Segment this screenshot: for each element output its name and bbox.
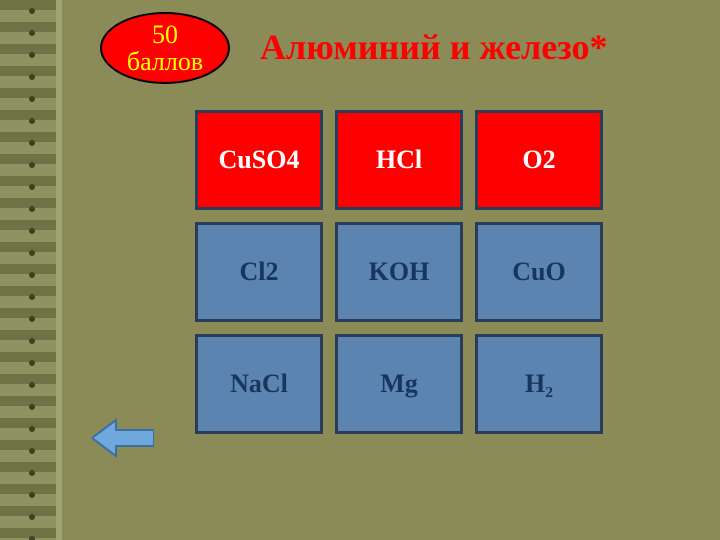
- grid-cell[interactable]: Mg: [335, 334, 463, 434]
- score-value: 50: [152, 20, 178, 49]
- slide-stage: 50 баллов Алюминий и железо* CuSO4HClO2C…: [0, 0, 720, 540]
- chem-grid: CuSO4HClO2 Cl2KOHCuO NaClMgH₂: [195, 110, 603, 434]
- back-arrow-button[interactable]: [92, 418, 154, 458]
- arrow-left-icon: [92, 418, 154, 458]
- slide-title: Алюминий и железо*: [260, 26, 608, 68]
- grid-cell[interactable]: H₂: [475, 334, 603, 434]
- score-badge-text: 50 баллов: [127, 21, 203, 76]
- score-badge: 50 баллов: [100, 12, 230, 84]
- grid-cell[interactable]: KOH: [335, 222, 463, 322]
- spiral-binding: [0, 0, 58, 540]
- grid-cell[interactable]: O2: [475, 110, 603, 210]
- score-unit: баллов: [127, 47, 203, 76]
- grid-cell[interactable]: CuSO4: [195, 110, 323, 210]
- grid-cell[interactable]: Cl2: [195, 222, 323, 322]
- grid-cell[interactable]: NaCl: [195, 334, 323, 434]
- grid-cell[interactable]: HCl: [335, 110, 463, 210]
- grid-cell[interactable]: CuO: [475, 222, 603, 322]
